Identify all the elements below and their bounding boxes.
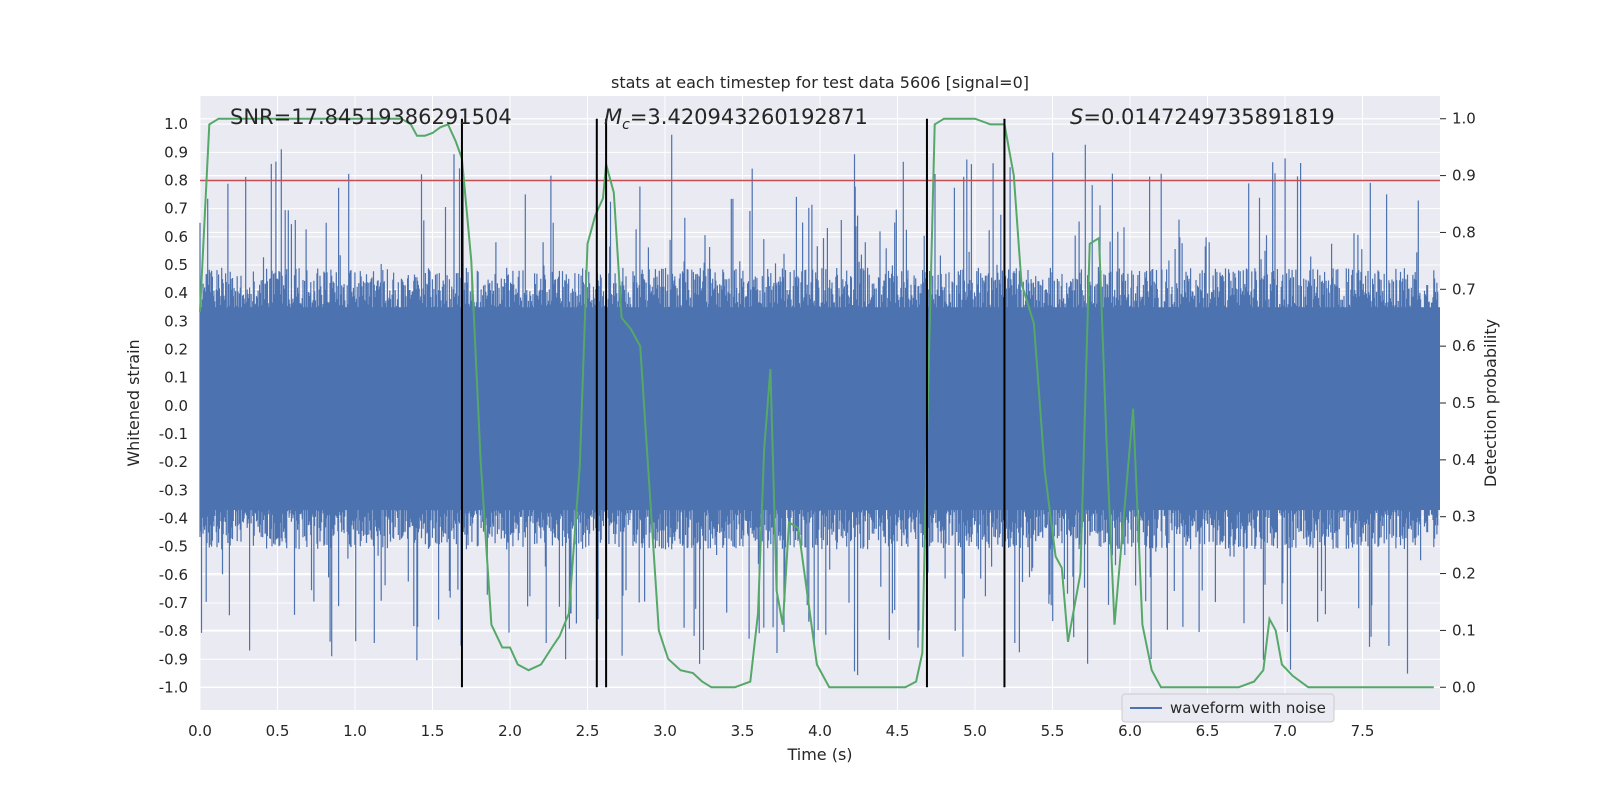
x-tick-label: 0.0 <box>188 722 212 740</box>
x-tick-label: 6.5 <box>1196 722 1220 740</box>
x-tick-label: 4.5 <box>886 722 910 740</box>
x-tick-label: 5.5 <box>1041 722 1065 740</box>
y-tick-label-left: 0.6 <box>164 228 188 246</box>
x-tick-label: 7.0 <box>1273 722 1297 740</box>
y-tick-label-left: -0.7 <box>159 594 188 612</box>
y-tick-label-right: 0.3 <box>1452 508 1476 526</box>
y-tick-label-right: 0.2 <box>1452 565 1476 583</box>
y-tick-label-left: 0.4 <box>164 284 188 302</box>
y-tick-label-left: 0.1 <box>164 369 188 387</box>
waveform-band <box>200 307 1440 511</box>
event-lines <box>460 118 1006 688</box>
x-tick-label: 1.5 <box>421 722 445 740</box>
y-tick-label-left: 0.3 <box>164 312 188 330</box>
y-tick-label-right: 0.1 <box>1452 621 1476 639</box>
s-symbol: S <box>1070 105 1083 129</box>
chirp-mass-subscript: c <box>622 117 630 133</box>
chart-title: stats at each timestep for test data 560… <box>611 73 1029 92</box>
y-tick-label-left: -0.5 <box>159 538 188 556</box>
x-tick-label: 0.5 <box>266 722 290 740</box>
y-tick-label-left: -0.1 <box>159 425 188 443</box>
y-tick-label-left: -0.6 <box>159 566 188 584</box>
y-tick-label-left: 1.0 <box>164 115 188 133</box>
y-tick-label-left: -0.3 <box>159 481 188 499</box>
chirp-mass-annotation: Mc=3.420943260192871 <box>604 105 868 133</box>
y-tick-label-left: -0.4 <box>159 509 188 527</box>
x-tick-label: 2.5 <box>576 722 600 740</box>
legend-box <box>1121 693 1335 723</box>
y-tick-label-left: 0.7 <box>164 200 188 218</box>
y-tick-label-right: 1.0 <box>1452 110 1476 128</box>
waveform-series <box>199 134 1440 676</box>
y-tick-label-left: -0.8 <box>159 622 188 640</box>
x-tick-label: 5.0 <box>963 722 987 740</box>
y-tick-label-left: -1.0 <box>159 678 188 696</box>
x-tick-label: 4.0 <box>808 722 832 740</box>
y-tick-label-left: -0.9 <box>159 650 188 668</box>
x-tick-label: 7.5 <box>1351 722 1375 740</box>
y-tick-label-left: 0.2 <box>164 340 188 358</box>
snr-annotation: SNR=17.84519386291504 <box>230 105 512 129</box>
legend-label: waveform with noise <box>1170 699 1326 717</box>
y-tick-label-left: 0.5 <box>164 256 188 274</box>
y-axis-label-right: Detection probability <box>1481 319 1500 487</box>
chirp-mass-value: =3.420943260192871 <box>630 105 868 129</box>
s-annotation: S=0.0147249735891819 <box>1070 105 1335 129</box>
y-tick-label-left: 0.0 <box>164 397 188 415</box>
x-tick-label: 6.0 <box>1118 722 1142 740</box>
x-tick-label: 2.0 <box>498 722 522 740</box>
x-axis-label: Time (s) <box>786 745 852 764</box>
y-tick-label-right: 0.7 <box>1452 280 1476 298</box>
y-tick-label-right: 0.6 <box>1452 337 1476 355</box>
y-tick-label-left: 0.9 <box>164 143 188 161</box>
y-tick-label-right: 0.9 <box>1452 167 1476 185</box>
chirp-mass-symbol: M <box>604 105 622 129</box>
x-tick-label: 3.0 <box>653 722 677 740</box>
y-tick-label-right: 0.8 <box>1452 223 1476 241</box>
y-axis-label-left: Whitened strain <box>124 339 143 466</box>
y-tick-label-right: 0.5 <box>1452 394 1476 412</box>
legend: waveform with noise <box>1121 693 1335 723</box>
detection-probability-series <box>199 117 1434 689</box>
y-tick-label-right: 0.0 <box>1452 678 1476 696</box>
y-tick-label-right: 0.4 <box>1452 451 1476 469</box>
y-tick-label-left: -0.2 <box>159 453 188 471</box>
axes: 0.0 0.5 1.0 1.5 2.0 2.5 3.0 3.5 4.0 4.5 5.0 5.5 6.0 6… <box>159 110 1476 740</box>
x-tick-label: 3.5 <box>731 722 755 740</box>
probability-line <box>199 117 1434 689</box>
x-tick-label: 1.0 <box>343 722 367 740</box>
y-tick-label-left: 0.8 <box>164 171 188 189</box>
s-value: =0.0147249735891819 <box>1083 105 1334 129</box>
